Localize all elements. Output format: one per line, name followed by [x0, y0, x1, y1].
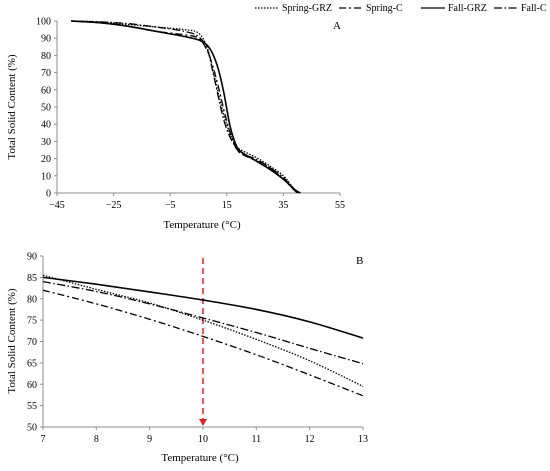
panel-a: A Total Solid Content (%) Temperature (°… [6, 17, 345, 232]
legend-label-3: Fall-C [521, 3, 547, 14]
panel-b-y-tick-label-3: 65 [27, 358, 37, 369]
panel-a-y-tick-label-6: 60 [41, 85, 51, 96]
panel-b-letter: B [356, 255, 363, 267]
panel-b-series-fall-c [42, 281, 364, 365]
panel-b-x-tick-label-2: 9 [147, 434, 152, 445]
legend-label-2: Fall-GRZ [448, 3, 487, 14]
panel-a-x-tick-label-4: 35 [278, 200, 288, 211]
panel-b-series-spring-c [42, 289, 364, 397]
panel-a-y-tick-label-1: 10 [41, 171, 51, 182]
panel-b-y-tick-label-6: 80 [27, 294, 37, 305]
panel-a-y-tick-label-10: 100 [36, 17, 51, 28]
panel-b-x-tick-label-4: 11 [252, 434, 262, 445]
legend-label-0: Spring-GRZ [282, 3, 332, 14]
panel-b-series-spring-grz [42, 274, 364, 387]
panel-b-y-tick-label-5: 75 [27, 316, 37, 327]
panel-a-x-axis-label: Temperature (°C) [163, 219, 241, 231]
panel-a-y-tick-label-3: 30 [41, 137, 51, 148]
panel-b-annotation-arrowhead [199, 419, 207, 426]
panel-a-y-axis-label: Total Solid Content (%) [6, 54, 18, 160]
panel-b-y-tick-label-2: 60 [27, 380, 37, 391]
panel-b-series-fall-grz [42, 276, 364, 339]
panel-b-x-tick-label-1: 8 [94, 434, 99, 445]
panel-b-y-tick-label-1: 55 [27, 401, 37, 412]
panel-a-x-tick-label-5: 55 [335, 200, 345, 211]
panel-a-y-tick-label-7: 70 [41, 68, 51, 79]
panel-b-y-tick-label-0: 50 [27, 423, 37, 434]
panel-a-x-tick-label-3: 15 [222, 200, 232, 211]
panel-b-x-tick-label-0: 7 [41, 434, 46, 445]
legend-label-1: Spring-C [366, 3, 403, 14]
panel-b-x-tick-label-3: 10 [198, 434, 208, 445]
panel-b-x-axis-label: Temperature (°C) [161, 452, 239, 464]
panel-a-y-tick-label-0: 0 [46, 189, 51, 200]
panel-a-series-fall-grz [71, 20, 301, 194]
panel-a-x-tick-label-1: −25 [106, 200, 122, 211]
panel-a-y-tick-label-5: 50 [41, 103, 51, 114]
panel-a-y-tick-label-8: 80 [41, 51, 51, 62]
panel-a-series-spring-grz [71, 20, 299, 194]
panel-b: B Total Solid Content (%) Temperature (°… [6, 252, 368, 465]
panel-b-y-tick-label-8: 90 [27, 252, 37, 263]
panel-a-y-tick-label-4: 40 [41, 120, 51, 131]
panel-a-x-tick-label-0: −45 [49, 200, 65, 211]
panel-a-x-tick-label-2: −5 [165, 200, 176, 211]
panel-b-y-axis-label: Total Solid Content (%) [6, 288, 18, 394]
panel-b-y-tick-label-7: 85 [27, 273, 37, 284]
panel-b-x-tick-label-5: 12 [305, 434, 315, 445]
panel-a-series-spring-c [71, 20, 298, 194]
panel-a-y-tick-label-9: 90 [41, 34, 51, 45]
panel-a-letter: A [333, 20, 341, 32]
panel-a-y-tick-label-2: 20 [41, 154, 51, 165]
panel-b-x-tick-label-6: 13 [358, 434, 368, 445]
panel-b-y-tick-label-4: 70 [27, 337, 37, 348]
legend: Spring-GRZ Spring-C Fall-GRZ Fall-C [255, 3, 547, 14]
panel-a-series-fall-c [71, 20, 298, 194]
